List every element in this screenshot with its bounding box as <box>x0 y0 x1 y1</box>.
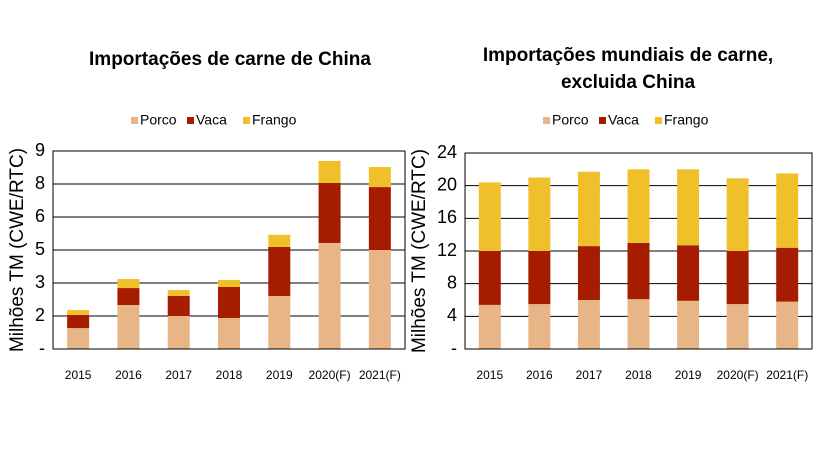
y-tick-label: 5 <box>35 239 45 259</box>
bar-segment <box>677 245 700 301</box>
y-tick-label: 20 <box>437 174 457 194</box>
bar-segment <box>726 304 749 349</box>
y-tick-label: 8 <box>447 272 457 292</box>
x-tick-label: 2017 <box>576 368 603 382</box>
legend-swatch <box>131 117 138 124</box>
x-tick-label: 2016 <box>526 368 553 382</box>
bar-segment <box>577 300 600 349</box>
bar-segment <box>218 279 240 287</box>
bar-segment <box>117 305 140 349</box>
y-tick-label: 12 <box>437 240 457 260</box>
y-tick-label: - <box>451 338 457 358</box>
x-tick-label: 2021(F) <box>359 368 401 382</box>
y-tick-label: - <box>39 338 45 358</box>
bar-segment <box>368 167 391 188</box>
x-tick-label: 2019 <box>675 368 702 382</box>
bar-segment <box>478 182 501 251</box>
legend-label: Porco <box>552 112 589 128</box>
legend-label: Vaca <box>196 112 227 128</box>
x-tick-label: 2015 <box>476 368 503 382</box>
y-tick-label: 3 <box>35 272 45 292</box>
y-tick-label: 2 <box>35 305 45 325</box>
y-tick-label: 24 <box>437 142 457 162</box>
chart-title: Importações mundiais de carne, excluida … <box>482 45 774 93</box>
bar-segment <box>167 290 190 296</box>
bar-segment <box>726 178 749 251</box>
bar-segment <box>268 246 291 296</box>
x-tick-label: 2019 <box>266 368 293 382</box>
legend-swatch <box>187 117 194 124</box>
bar-segment <box>318 242 341 349</box>
bar-segment <box>117 279 140 289</box>
y-tick-label: 8 <box>35 173 45 193</box>
plot-border <box>464 152 813 350</box>
legend-swatch <box>655 117 662 124</box>
bar-segment <box>318 182 341 243</box>
bar-segment <box>368 187 391 250</box>
bar-segment <box>268 234 291 247</box>
legend-swatch <box>243 117 250 124</box>
bar-segment <box>478 251 501 305</box>
bar-segment <box>167 295 190 316</box>
bar-segment <box>528 177 551 251</box>
bar-segment <box>677 300 700 349</box>
y-axis-label: Milhões TM (CWE/RTC) <box>409 149 430 353</box>
legend-label: Frango <box>664 112 709 128</box>
bar-segment <box>726 251 749 305</box>
bar-segment <box>627 299 650 349</box>
chart-title: Importações de carne de China <box>89 49 371 70</box>
bar-segment <box>528 251 551 305</box>
y-tick-label: 16 <box>437 207 457 227</box>
y-tick-label: 4 <box>447 305 457 325</box>
bar-segment <box>776 247 799 302</box>
bar-segment <box>627 169 650 243</box>
plot-border <box>52 150 406 350</box>
bar-segment <box>677 169 700 246</box>
legend-label: Vaca <box>608 112 639 128</box>
bar-segment <box>577 171 600 247</box>
bar-segment <box>167 316 190 349</box>
x-tick-label: 2016 <box>115 368 142 382</box>
bar-segment <box>218 317 240 349</box>
x-tick-label: 2018 <box>625 368 652 382</box>
bar-segment <box>268 295 291 349</box>
bar-segment <box>67 314 90 329</box>
bar-segment <box>368 250 391 349</box>
x-tick-label: 2020(F) <box>309 368 351 382</box>
bar-segment <box>776 301 799 349</box>
x-tick-label: 2015 <box>65 368 92 382</box>
bar-segment <box>117 288 140 305</box>
x-tick-label: 2017 <box>165 368 192 382</box>
bar-segment <box>528 304 551 349</box>
y-axis-label: Milhões TM (CWE/RTC) <box>7 148 28 352</box>
y-tick-label: 9 <box>35 140 45 160</box>
x-tick-label: 2018 <box>216 368 243 382</box>
legend-label: Porco <box>140 112 177 128</box>
x-tick-label: 2020(F) <box>717 368 759 382</box>
bar-segment <box>577 246 600 300</box>
x-tick-label: 2021(F) <box>766 368 808 382</box>
bar-segment <box>627 242 650 300</box>
bar-segment <box>67 328 90 349</box>
legend-swatch <box>543 117 550 124</box>
bar-segment <box>478 304 501 349</box>
y-tick-label: 6 <box>35 206 45 226</box>
legend-label: Frango <box>252 112 297 128</box>
bar-segment <box>67 310 90 315</box>
bar-segment <box>776 173 799 248</box>
bar-segment <box>218 286 240 318</box>
legend-swatch <box>599 117 606 124</box>
bar-segment <box>318 160 341 183</box>
